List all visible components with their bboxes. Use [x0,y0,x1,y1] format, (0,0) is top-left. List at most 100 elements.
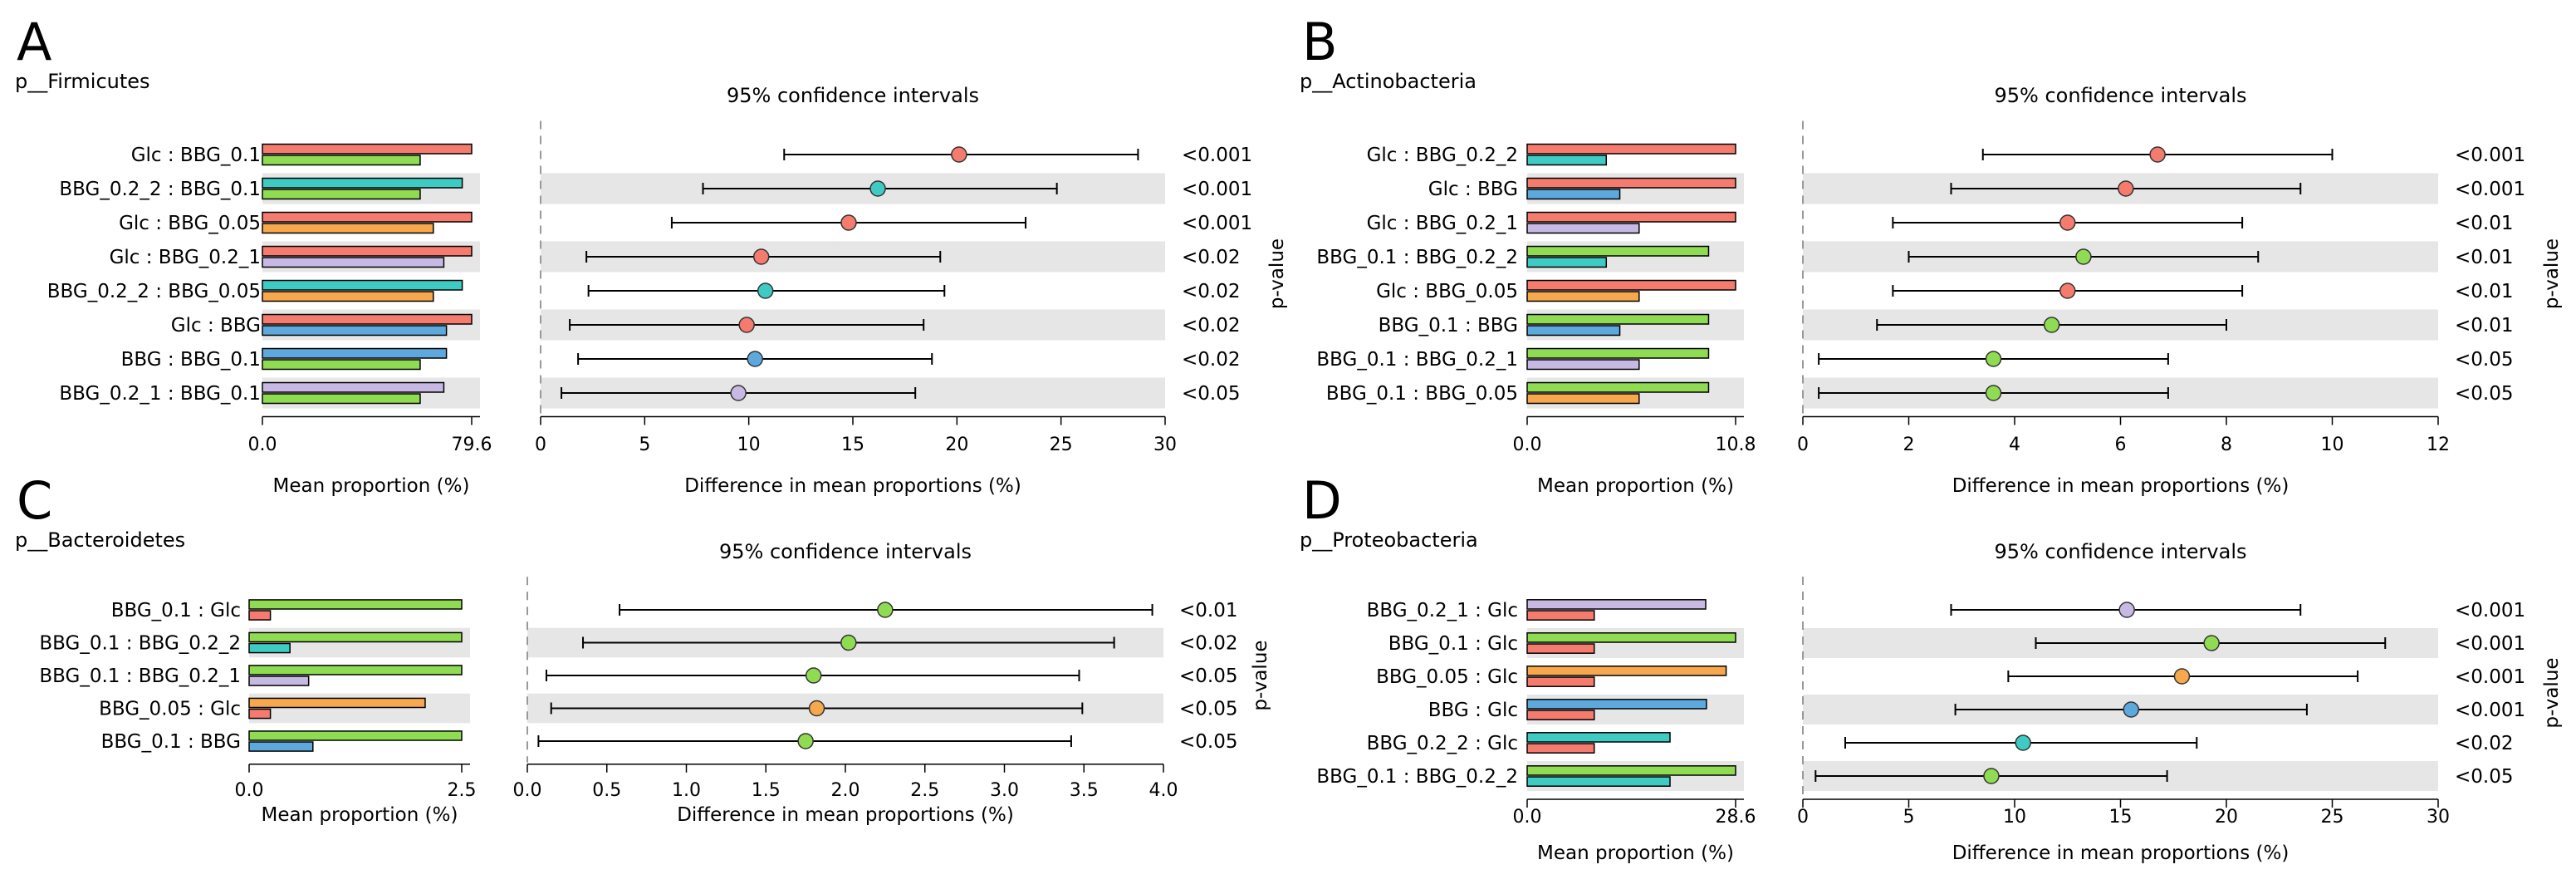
p-value-label: <0.05 [1179,731,1237,753]
comparison-label: BBG_0.2_2 : BBG_0.1 [59,179,261,200]
ci-title: 95% confidence intervals [1995,84,2247,107]
bar-group2 [248,708,272,720]
bar-group2 [262,325,448,336]
bar-group2 [1526,155,1608,166]
ci-point [2075,248,2092,265]
p-value-label: <0.05 [1182,383,1240,405]
bar-group1 [248,730,463,741]
p-value-label: <0.001 [2455,633,2525,655]
bar-group2 [1526,257,1608,268]
p-value-axis-label: p-value [2541,238,2563,309]
ci-tick-label: 10 [2003,807,2026,828]
ci-point [1985,385,2002,401]
ci-title: 95% confidence intervals [719,540,972,563]
bar-group1 [262,279,463,291]
ci-tick-label: 20 [2215,807,2238,828]
p-value-axis-label: p-value [2541,657,2563,728]
bar-group2 [248,741,314,752]
p-value-label: <0.05 [2455,766,2513,788]
p-value-label: <0.001 [2455,700,2525,721]
bar-x-axis-label: Mean proportion (%) [262,804,458,826]
ci-tick-label: 0 [1797,807,1809,828]
bar-group1 [262,381,445,393]
bar-group2 [248,675,310,686]
bar-tick-label: 0.0 [1513,807,1542,828]
ci-x-axis-label: Difference in mean proportions (%) [677,804,1014,826]
p-value-label: <0.02 [2455,733,2513,754]
ci-x-axis-label: Difference in mean proportions (%) [1952,475,2290,497]
comparison-label: Glc : BBG_0.05 [1376,281,1518,302]
ci-point [840,214,857,231]
ci-x-axis-label: Difference in mean proportions (%) [684,475,1021,497]
ci-point [747,351,763,367]
ci-tick-label: 4 [2009,435,2020,455]
bar-group1 [1526,699,1707,710]
bar-group2 [1526,610,1595,621]
bar-group2 [1526,325,1621,336]
comparison-label: BBG_0.1 : BBG_0.2_1 [39,666,241,687]
comparison-label: BBG_0.1 : BBG [1379,315,1518,336]
taxon-label: p__Proteobacteria [1300,528,1478,552]
ci-point [2173,668,2191,685]
ci-tick-label: 4.0 [1149,780,1178,801]
ci-point [2059,214,2076,231]
comparison-label: BBG_0.05 : Glc [1376,666,1518,688]
p-value-axis-label: p-value [1266,238,1288,309]
bar-group2 [1526,743,1595,754]
p-value-label: <0.001 [2455,179,2525,200]
p-value-label: <0.001 [1182,145,1252,166]
panel-a: Ap__Firmicutes 95% confidence intervals Gl… [15,12,1288,497]
comparison-label: Glc : BBG [171,315,261,336]
p-value-axis-label: p-value [1250,640,1271,710]
ci-point [2118,180,2134,197]
taxon-label: p__Firmicutes [15,70,150,93]
bar-tick-label: 0.0 [235,780,264,801]
bar-group1 [1526,245,1710,257]
ci-point [730,385,747,401]
p-value-label: <0.05 [2455,383,2513,405]
bar-tick-label: 2.5 [448,780,477,801]
ci-tick-label: 6 [2115,435,2127,455]
comparison-label: BBG_0.1 : BBG [101,731,241,753]
ci-point [2059,282,2076,299]
ci-point [2043,317,2060,333]
p-value-label: <0.05 [1179,666,1237,687]
ci-point [752,248,770,265]
ci-title: 95% confidence intervals [1995,540,2247,563]
ci-point [797,733,814,749]
comparison-label: Glc : BBG [1428,179,1518,200]
ci-tick-label: 2.0 [831,780,860,801]
p-value-label: <0.02 [1182,315,1240,336]
bar-group1 [248,665,463,675]
bar-group1 [1526,347,1710,359]
bar-group2 [262,359,421,371]
bar-group1 [248,599,463,610]
ci-point [2118,602,2135,618]
ci-tick-label: 2.5 [910,780,939,801]
comparison-label: Glc : BBG_0.1 [131,145,261,166]
ci-point [951,146,967,163]
ci-tick-label: 0 [535,435,546,455]
ci-x-axis-label: Difference in mean proportions (%) [1952,842,2290,864]
ci-tick-label: 1.5 [752,780,781,801]
panel-d: Dp__Proteobacteria 95% confidence interva… [1300,470,2563,864]
bar-tick-label: 0.0 [1513,435,1542,455]
bar-group1 [1526,211,1736,223]
panel-letter: C [17,470,52,531]
panel-c: Cp__Bacteroidetes 95% confidence interval… [15,470,1271,826]
ci-tick-label: 20 [945,435,968,455]
ci-point [1983,768,2000,784]
ci-tick-label: 10 [737,435,761,455]
ci-point [2149,146,2166,163]
ci-point [869,180,886,197]
comparison-label: BBG : Glc [1428,700,1518,721]
ci-tick-label: 15 [2109,807,2133,828]
comparison-label: Glc : BBG_0.2_1 [110,247,261,268]
p-value-label: <0.05 [2455,349,2513,371]
ci-tick-label: 15 [841,435,864,455]
ci-tick-label: 0 [1797,435,1809,455]
ci-tick-label: 3.0 [990,780,1019,801]
bar-x-axis-label: Mean proportion (%) [273,475,470,497]
bar-group2 [1526,676,1595,687]
